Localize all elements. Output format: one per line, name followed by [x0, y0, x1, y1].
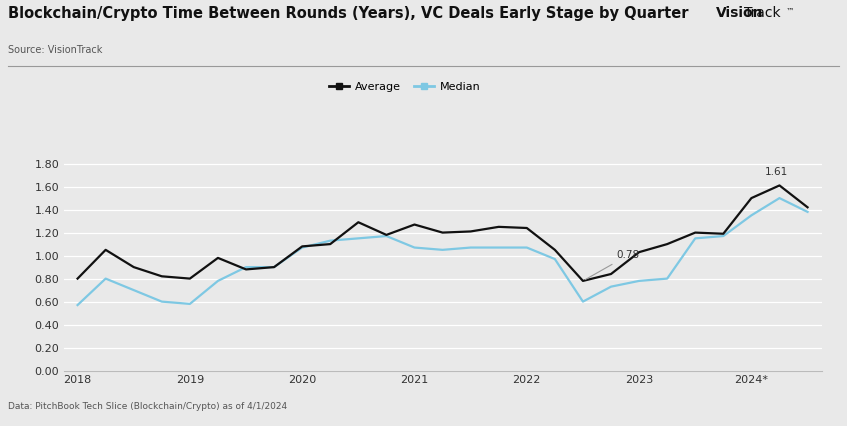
Text: Vision: Vision [716, 6, 763, 20]
Text: Track: Track [744, 6, 780, 20]
Text: 0.78: 0.78 [585, 250, 639, 279]
Text: Source: VisionTrack: Source: VisionTrack [8, 45, 102, 55]
Text: 1.61: 1.61 [765, 167, 789, 177]
Text: Data: PitchBook Tech Slice (Blockchain/Crypto) as of 4/1/2024: Data: PitchBook Tech Slice (Blockchain/C… [8, 402, 288, 411]
Text: ™: ™ [786, 6, 794, 15]
Legend: Average, Median: Average, Median [324, 77, 484, 96]
Text: Blockchain/Crypto Time Between Rounds (Years), VC Deals Early Stage by Quarter: Blockchain/Crypto Time Between Rounds (Y… [8, 6, 689, 21]
